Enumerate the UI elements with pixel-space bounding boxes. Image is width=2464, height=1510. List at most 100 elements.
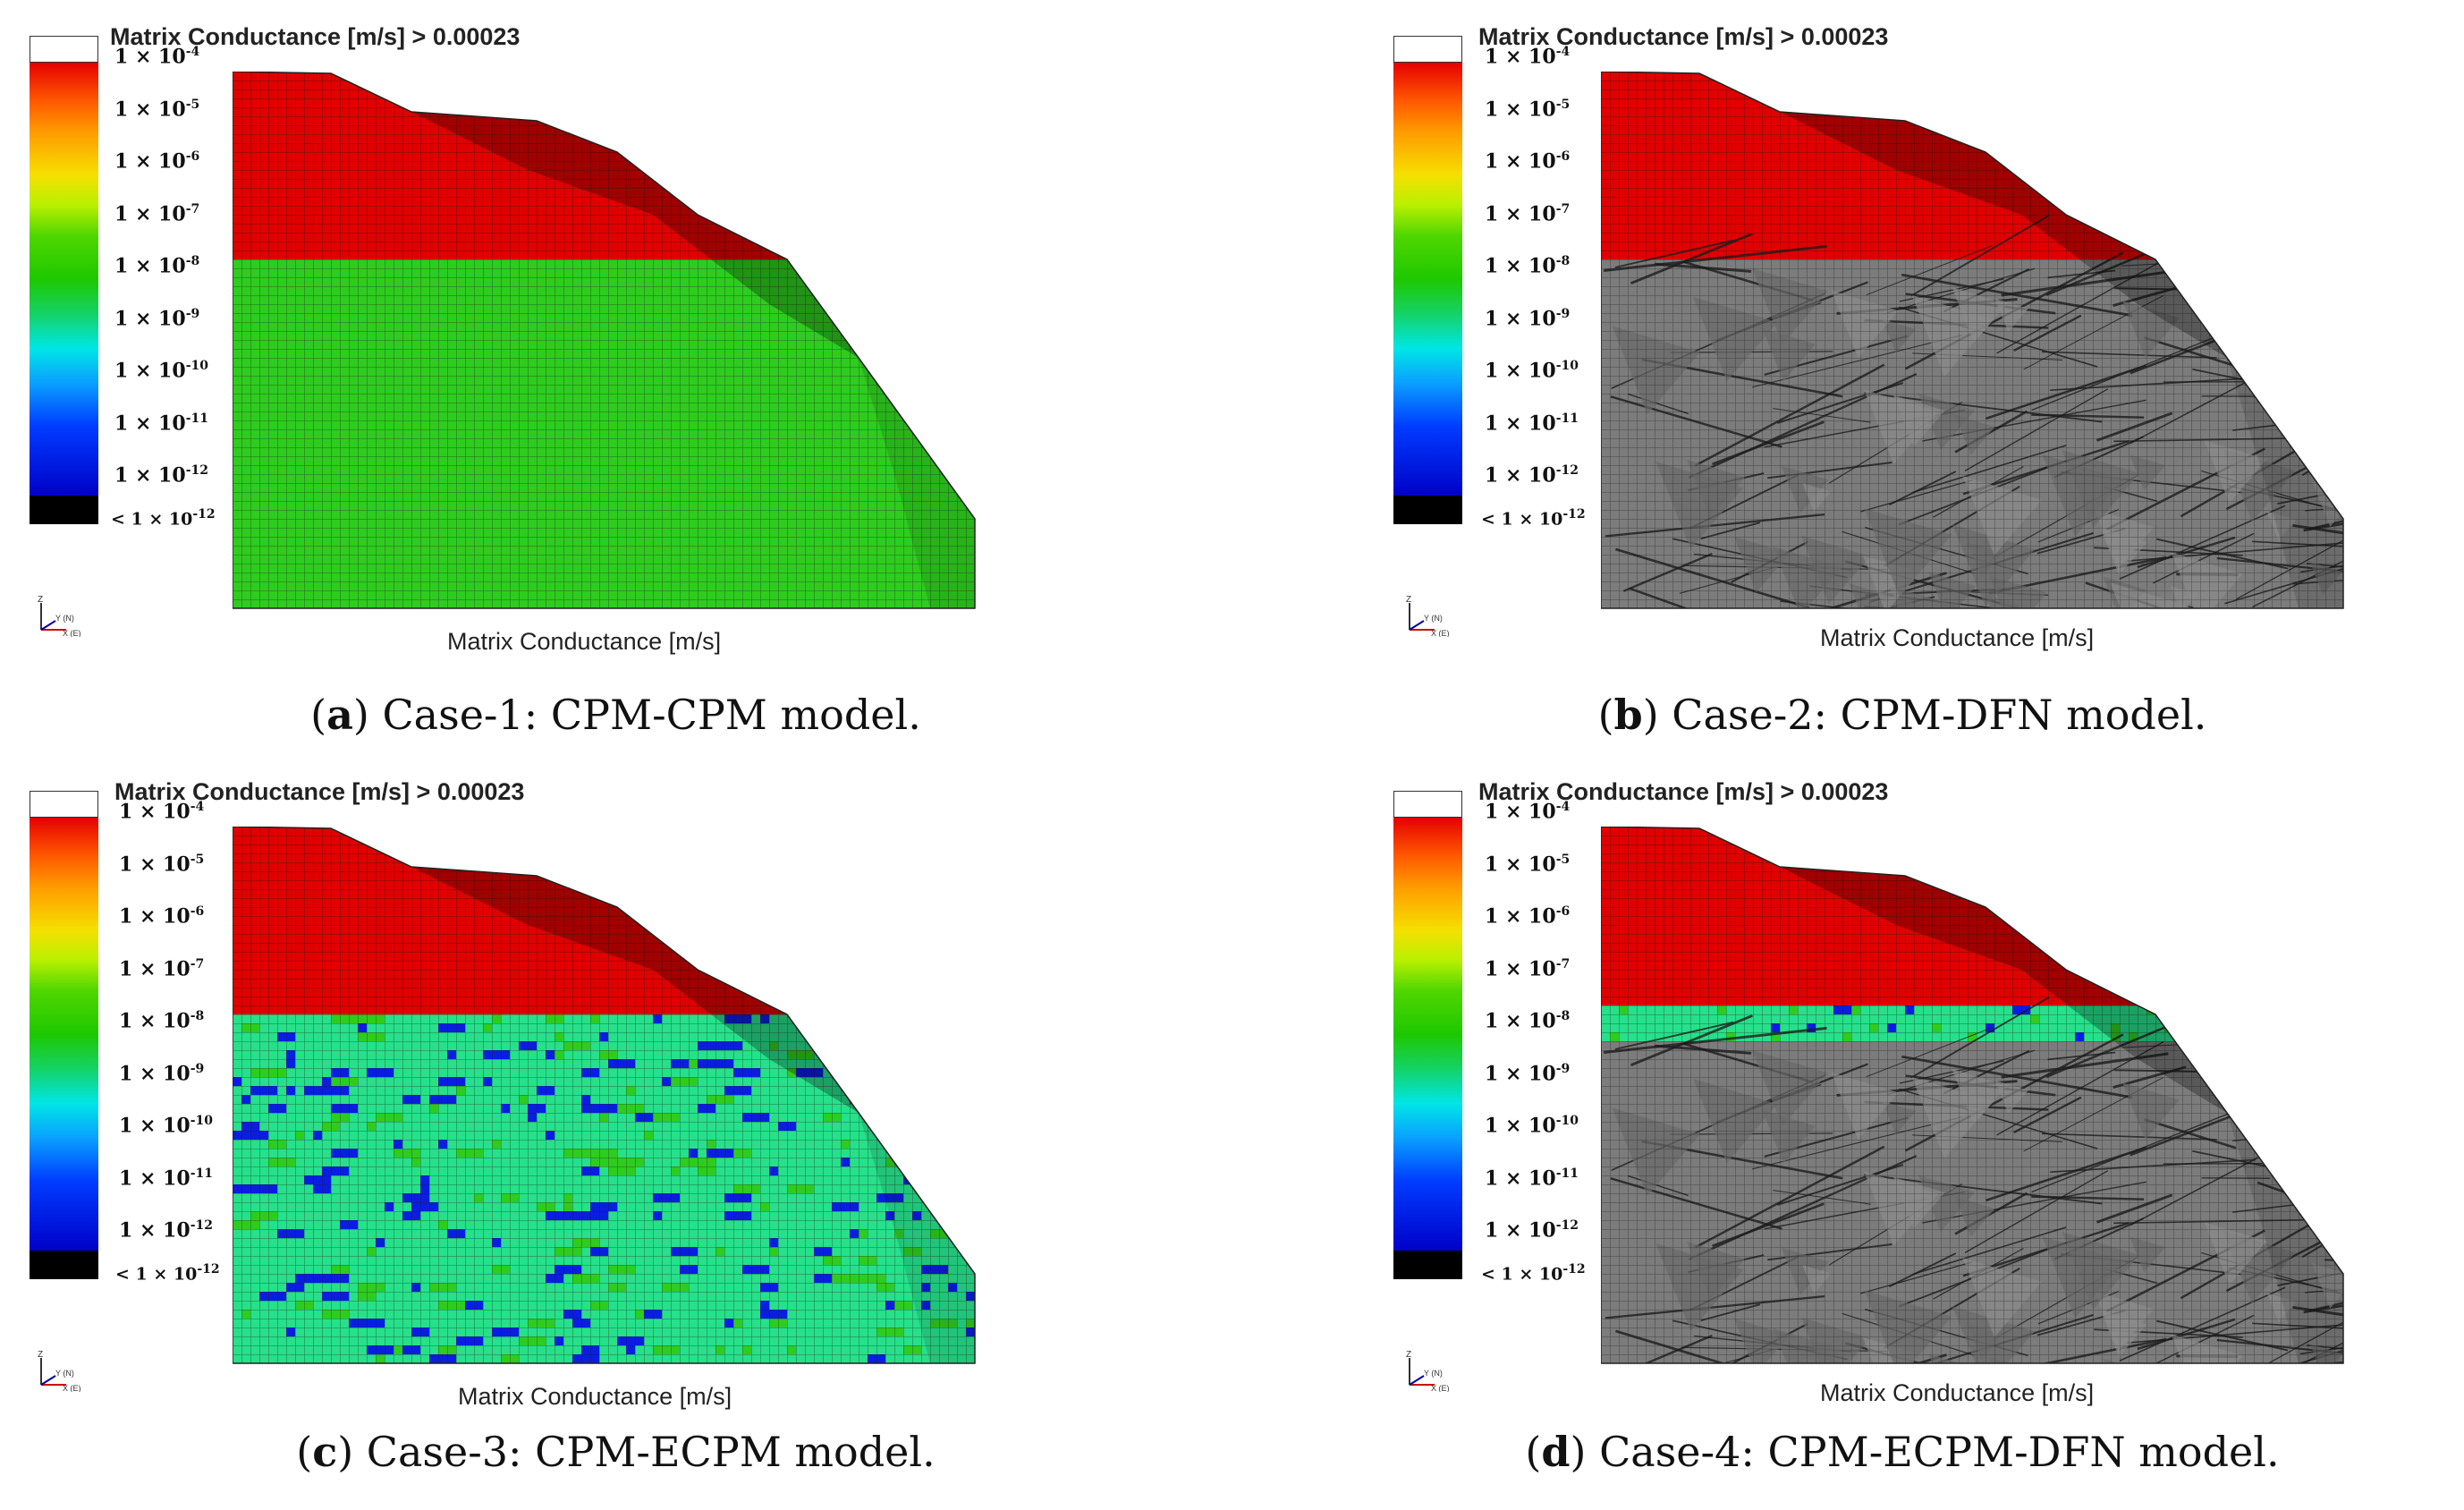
tick-exponent: -12: [197, 1261, 220, 1277]
panel-a: Matrix Conductance [m/s] > 0.00023 1 × 1…: [0, 0, 1232, 755]
tick-base: < 1 × 10: [1481, 1263, 1563, 1284]
colorbar-tick-label: 1 × 10-10: [119, 1114, 213, 1137]
tick-exponent: -5: [1555, 852, 1571, 867]
colorbar-tick-label: 1 × 10-5: [1485, 853, 1570, 876]
axis-triad-icon: Z Y (N) X (E): [1406, 595, 1450, 637]
colorbar-tick-label: 1 × 10-10: [1485, 359, 1579, 382]
tick-base: 1 × 10: [1485, 1166, 1556, 1190]
tick-base: 1 × 10: [114, 149, 186, 174]
colorbar-tick-label: 1 × 10-8: [114, 254, 199, 277]
legend-title: Matrix Conductance [m/s] > 0.00023: [1478, 23, 1889, 50]
axis-z-label: Z: [1406, 1350, 1411, 1360]
tick-base: 1 × 10: [119, 956, 191, 980]
axis-triad-icon: Z Y (N) X (E): [38, 1350, 81, 1392]
caption-paren-close: ): [1642, 691, 1659, 739]
caption-text: Case-4: CPM-ECPM-DFN model.: [1586, 1428, 2280, 1476]
tick-exponent: -8: [190, 1009, 205, 1023]
tick-base: 1 × 10: [1485, 1218, 1556, 1243]
tick-base: 1 × 10: [119, 904, 191, 929]
colorbar-tick-label: 1 × 10-4: [1485, 45, 1570, 68]
tick-base: 1 × 10: [114, 411, 186, 435]
caption-paren-close: ): [1570, 1428, 1587, 1476]
axis-x-label: X (E): [1431, 629, 1450, 637]
model-body: [1601, 72, 2343, 608]
tick-exponent: -6: [1555, 904, 1571, 919]
colorbar-tick-label: 1 × 10-5: [114, 98, 199, 121]
panel-caption: (a) Case-1: CPM-CPM model.: [0, 691, 1232, 739]
model-body: [233, 72, 975, 608]
colorbar-gradient: [30, 63, 98, 496]
colorbar-under-swatch: [30, 496, 98, 524]
side-face-shade: [859, 1113, 975, 1363]
colorbar-tick-label: 1 × 10-8: [1485, 1009, 1570, 1032]
tick-exponent: -4: [185, 45, 200, 59]
tick-base: 1 × 10: [119, 1166, 191, 1190]
model-outline: [1601, 72, 2344, 609]
tick-exponent: -9: [1555, 1061, 1571, 1076]
tick-exponent: -12: [1555, 463, 1579, 478]
tick-exponent: -12: [1562, 506, 1586, 522]
tick-exponent: -12: [190, 1218, 213, 1233]
caption-letter: c: [312, 1428, 338, 1476]
axis-z-label: Z: [38, 1350, 43, 1360]
tick-base: 1 × 10: [1485, 1061, 1556, 1085]
colorbar-gradient: [1393, 63, 1462, 496]
tick-exponent: -12: [185, 463, 208, 478]
colorbar-tick-label: 1 × 10-5: [119, 853, 204, 876]
tick-base: 1 × 10: [119, 1218, 191, 1243]
panel-caption: (c) Case-3: CPM-ECPM model.: [0, 1428, 1232, 1476]
axis-z-label: Z: [38, 595, 43, 605]
caption-paren-close: ): [352, 691, 369, 739]
tick-exponent: -9: [185, 306, 200, 321]
tick-exponent: -12: [1562, 1261, 1586, 1277]
colorbar-tick-label: < 1 × 10-12: [1481, 507, 1586, 529]
axis-x-label: X (E): [63, 1384, 81, 1392]
tick-base: 1 × 10: [1485, 306, 1556, 330]
colorbar-tick-label: 1 × 10-9: [1485, 307, 1570, 330]
axis-x-label: X (E): [1431, 1384, 1450, 1392]
colorbar-tick-label: 1 × 10-7: [1485, 957, 1570, 980]
axis-x-label: X (E): [63, 629, 81, 637]
tick-exponent: -5: [190, 852, 205, 867]
colorbar-tick-label: 1 × 10-11: [1485, 411, 1579, 435]
tick-exponent: -6: [190, 904, 205, 919]
axis-triad-icon: Z Y (N) X (E): [1406, 1350, 1450, 1392]
model-render: [233, 827, 976, 1364]
model-render: [233, 72, 976, 609]
tick-base: 1 × 10: [1485, 149, 1556, 174]
tick-base: < 1 × 10: [1481, 508, 1563, 529]
tick-exponent: -7: [1555, 956, 1571, 971]
tick-base: 1 × 10: [119, 1114, 191, 1138]
tick-base: 1 × 10: [1485, 45, 1556, 69]
colorbar-tick-label: 1 × 10-12: [119, 1218, 213, 1242]
x-axis-label: Matrix Conductance [m/s]: [458, 1383, 732, 1410]
tick-base: 1 × 10: [114, 201, 186, 225]
model-outline: [233, 827, 976, 1364]
colorbar-tick-label: 1 × 10-11: [1485, 1166, 1579, 1190]
tick-base: < 1 × 10: [115, 1263, 198, 1284]
tick-exponent: -4: [1555, 45, 1571, 59]
tick-exponent: -7: [1555, 201, 1571, 216]
colorbar-tick-label: 1 × 10-8: [119, 1009, 204, 1032]
tick-base: 1 × 10: [114, 359, 186, 383]
tick-base: 1 × 10: [1485, 359, 1556, 383]
colorbar-tick-label: 1 × 10-4: [119, 800, 204, 823]
caption-text: Case-3: CPM-ECPM model.: [353, 1428, 936, 1476]
panel-caption: (b) Case-2: CPM-DFN model.: [1359, 691, 2445, 739]
colorbar-tick-label: 1 × 10-7: [114, 202, 199, 225]
tick-exponent: -11: [185, 411, 208, 426]
colorbar-tick-label: 1 × 10-9: [119, 1062, 204, 1085]
colorbar: [1393, 36, 1462, 524]
colorbar-tick-label: 1 × 10-10: [1485, 1114, 1579, 1137]
tick-exponent: -8: [1555, 1009, 1571, 1023]
model-body: [1601, 827, 2343, 1363]
legend-title: Matrix Conductance [m/s] > 0.00023: [110, 23, 521, 50]
tick-base: 1 × 10: [1485, 1114, 1556, 1138]
caption-letter: b: [1613, 691, 1643, 739]
tick-exponent: -8: [1555, 254, 1571, 268]
side-face-shade: [2227, 1113, 2343, 1363]
tick-exponent: -11: [1555, 1166, 1579, 1181]
tick-exponent: -10: [1555, 1114, 1579, 1128]
colorbar-tick-label: < 1 × 10-12: [115, 1262, 220, 1284]
x-axis-label: Matrix Conductance [m/s]: [1820, 1379, 2095, 1406]
